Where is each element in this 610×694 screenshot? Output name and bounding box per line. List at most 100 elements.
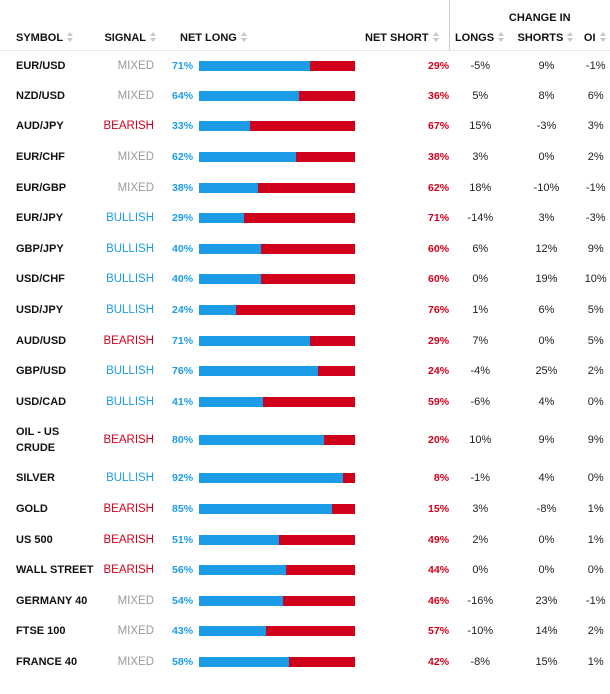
- table-body: EUR/USD MIXED 71% 29% -5% 9% -1% NZD/USD MIXED 64…: [0, 50, 610, 677]
- symbol-cell[interactable]: SILVER: [0, 463, 96, 494]
- change-oi: 2%: [587, 151, 604, 164]
- net-long-value: 58%: [172, 655, 194, 668]
- change-oi: 5%: [587, 334, 604, 347]
- sentiment-bar-cell: [195, 494, 365, 525]
- symbol-cell[interactable]: FTSE 100: [0, 616, 96, 647]
- symbol-link[interactable]: OIL - US CRUDE: [16, 426, 60, 455]
- column-header-symbol[interactable]: SYMBOL: [0, 26, 96, 51]
- symbol-cell[interactable]: AUD/USD: [0, 325, 96, 356]
- change-longs: 5%: [472, 89, 489, 102]
- table-row[interactable]: WALL STREET BEARISH 56% 44% 0% 0% 0%: [0, 555, 610, 586]
- symbol-link[interactable]: SILVER: [16, 472, 55, 485]
- sentiment-bar-cell: [195, 616, 365, 647]
- symbol-link[interactable]: EUR/GBP: [16, 181, 67, 194]
- table-row[interactable]: GERMANY 40 MIXED 54% 46% -16% 23% -1%: [0, 586, 610, 617]
- net-short-bar: [323, 435, 355, 446]
- sort-arrows-icon[interactable]: [240, 31, 249, 44]
- symbol-link[interactable]: GOLD: [16, 503, 48, 516]
- table-row[interactable]: EUR/USD MIXED 71% 29% -5% 9% -1%: [0, 50, 610, 81]
- net-short-bar: [309, 335, 355, 346]
- column-header-shorts[interactable]: SHORTS: [511, 26, 582, 51]
- symbol-cell[interactable]: USD/CHF: [0, 264, 96, 295]
- sentiment-bar-cell: [195, 172, 365, 203]
- sort-arrows-icon[interactable]: [567, 31, 575, 44]
- symbol-link[interactable]: NZD/USD: [16, 89, 65, 102]
- change-shorts: 25%: [535, 365, 558, 378]
- net-short-value: 29%: [428, 334, 450, 347]
- symbol-cell[interactable]: USD/JPY: [0, 295, 96, 326]
- symbol-cell[interactable]: WALL STREET: [0, 555, 96, 586]
- symbol-cell[interactable]: EUR/USD: [0, 50, 96, 81]
- column-header-signal[interactable]: SIGNAL: [96, 26, 158, 51]
- table-row[interactable]: AUD/JPY BEARISH 33% 67% 15% -3% 3%: [0, 111, 610, 142]
- symbol-cell[interactable]: GBP/USD: [0, 356, 96, 387]
- symbol-link[interactable]: AUD/JPY: [16, 120, 64, 133]
- symbol-cell[interactable]: US 500: [0, 524, 96, 555]
- table-row[interactable]: EUR/JPY BULLISH 29% 71% -14% 3% -3%: [0, 203, 610, 234]
- table-row[interactable]: GBP/USD BULLISH 76% 24% -4% 25% 2%: [0, 356, 610, 387]
- symbol-cell[interactable]: OIL - US CRUDE: [0, 417, 96, 463]
- table-row[interactable]: SILVER BULLISH 92% 8% -1% 4% 0%: [0, 463, 610, 494]
- column-header-net-short[interactable]: NET SHORT: [365, 26, 450, 51]
- symbol-cell[interactable]: EUR/CHF: [0, 142, 96, 173]
- sort-arrows-icon[interactable]: [599, 31, 608, 44]
- symbol-link[interactable]: GBP/JPY: [16, 242, 64, 255]
- symbol-cell[interactable]: EUR/JPY: [0, 203, 96, 234]
- symbol-cell[interactable]: GERMANY 40: [0, 586, 96, 617]
- sentiment-bar-cell: [195, 586, 365, 617]
- table-row[interactable]: EUR/CHF MIXED 62% 38% 3% 0% 2%: [0, 142, 610, 173]
- column-header-oi[interactable]: OI: [581, 26, 610, 51]
- sentiment-bar: [199, 121, 355, 132]
- table-row[interactable]: USD/CAD BULLISH 41% 59% -6% 4% 0%: [0, 387, 610, 418]
- symbol-link[interactable]: EUR/JPY: [16, 212, 64, 225]
- symbol-link[interactable]: US 500: [16, 533, 53, 546]
- net-long-value: 85%: [172, 503, 194, 516]
- symbol-cell[interactable]: EUR/GBP: [0, 172, 96, 203]
- table-row[interactable]: EUR/GBP MIXED 38% 62% 18% -10% -1%: [0, 172, 610, 203]
- table-row[interactable]: USD/CHF BULLISH 40% 60% 0% 19% 10%: [0, 264, 610, 295]
- net-short-bar: [262, 396, 355, 407]
- table-row[interactable]: NZD/USD MIXED 64% 36% 5% 8% 6%: [0, 81, 610, 112]
- table-row[interactable]: FRANCE 40 MIXED 58% 42% -8% 15% 1%: [0, 647, 610, 678]
- column-header-longs[interactable]: LONGS: [448, 26, 512, 51]
- symbol-cell[interactable]: GOLD: [0, 494, 96, 525]
- sort-arrows-icon[interactable]: [498, 31, 506, 44]
- table-row[interactable]: FTSE 100 MIXED 43% 57% -10% 14% 2%: [0, 616, 610, 647]
- table-row[interactable]: GOLD BEARISH 85% 15% 3% -8% 1%: [0, 494, 610, 525]
- symbol-link[interactable]: EUR/CHF: [16, 151, 65, 164]
- symbol-link[interactable]: GBP/USD: [16, 365, 67, 378]
- net-short-bar: [309, 60, 355, 71]
- symbol-cell[interactable]: NZD/USD: [0, 81, 96, 112]
- sort-arrows-icon[interactable]: [150, 31, 158, 44]
- net-short-value: 29%: [428, 59, 450, 72]
- net-long-bar: [199, 90, 299, 101]
- table-row[interactable]: GBP/JPY BULLISH 40% 60% 6% 12% 9%: [0, 234, 610, 265]
- sentiment-bar-cell: [195, 325, 365, 356]
- table-row[interactable]: USD/JPY BULLISH 24% 76% 1% 6% 5%: [0, 295, 610, 326]
- table-row[interactable]: US 500 BEARISH 51% 49% 2% 0% 1%: [0, 524, 610, 555]
- symbol-link[interactable]: USD/CAD: [16, 395, 67, 408]
- change-shorts: 4%: [538, 395, 555, 408]
- symbol-link[interactable]: USD/CHF: [16, 273, 65, 286]
- symbol-link[interactable]: FTSE 100: [16, 625, 66, 638]
- symbol-cell[interactable]: FRANCE 40: [0, 647, 96, 678]
- net-long-value: 71%: [172, 334, 194, 347]
- symbol-cell[interactable]: GBP/JPY: [0, 234, 96, 265]
- symbol-link[interactable]: USD/JPY: [16, 304, 64, 317]
- symbol-link[interactable]: WALL STREET: [16, 564, 94, 577]
- symbol-link[interactable]: EUR/USD: [16, 59, 66, 72]
- symbol-cell[interactable]: USD/CAD: [0, 387, 96, 418]
- column-header-net-long[interactable]: NET LONG: [158, 26, 365, 51]
- symbol-link[interactable]: GERMANY 40: [16, 594, 88, 607]
- change-oi: 1%: [587, 533, 604, 546]
- sort-arrows-icon[interactable]: [432, 31, 441, 44]
- table-row[interactable]: OIL - US CRUDE BEARISH 80% 20% 10% 9% 9%: [0, 417, 610, 463]
- table-row[interactable]: AUD/USD BEARISH 71% 29% 7% 0% 5%: [0, 325, 610, 356]
- sentiment-bar: [199, 305, 355, 316]
- signal-cell: BEARISH: [103, 503, 155, 516]
- symbol-cell[interactable]: AUD/JPY: [0, 111, 96, 142]
- change-oi: -1%: [585, 594, 606, 607]
- sort-arrows-icon[interactable]: [67, 31, 75, 44]
- symbol-link[interactable]: AUD/USD: [16, 334, 67, 347]
- symbol-link[interactable]: FRANCE 40: [16, 655, 78, 668]
